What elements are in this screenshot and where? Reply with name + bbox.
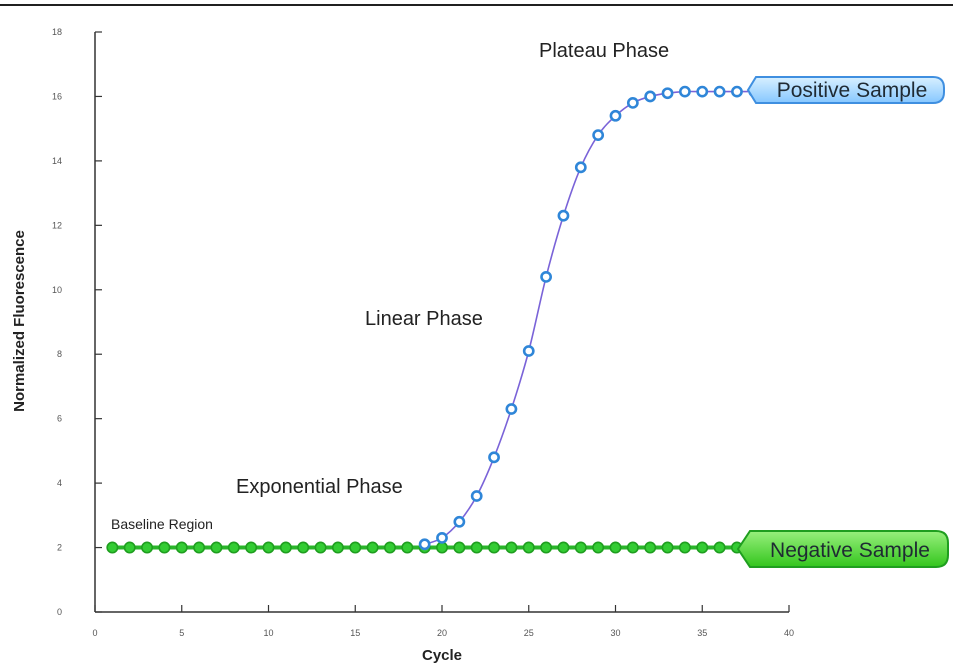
negative-sample-point (141, 541, 154, 554)
x-ticks: 0 5 10 15 20 25 30 35 40 (92, 605, 794, 638)
x-tick-label: 15 (350, 628, 360, 638)
negative-sample-point (262, 541, 275, 554)
negative-sample-point (557, 541, 570, 554)
negative-sample-point (175, 541, 188, 554)
negative-sample-badge: Negative Sample (736, 530, 949, 568)
positive-sample-point (661, 87, 674, 100)
negative-sample-point (366, 541, 379, 554)
x-tick-label: 5 (179, 628, 184, 638)
negative-sample-point (626, 541, 639, 554)
negative-sample-point (609, 541, 622, 554)
top-rule (0, 4, 953, 6)
negative-sample-badge-label: Negative Sample (770, 539, 930, 562)
negative-sample-point (522, 541, 535, 554)
positive-sample-point (505, 403, 518, 415)
negative-sample-point (470, 541, 483, 554)
positive-sample-point (626, 96, 639, 109)
y-tick-label: 4 (57, 478, 62, 488)
x-tick-label: 25 (524, 628, 534, 638)
negative-sample-point (383, 541, 396, 554)
annotation-exponential-phase: Exponential Phase (236, 476, 403, 498)
positive-sample-point (679, 85, 691, 98)
negative-sample-point (123, 541, 136, 554)
negative-sample-point (644, 541, 657, 554)
x-tick-label: 20 (437, 628, 447, 638)
positive-sample-badge: Positive Sample (746, 76, 945, 104)
negative-sample-badge-shape (736, 530, 949, 568)
annotation-plateau-phase: Plateau Phase (539, 40, 669, 62)
positive-sample-point (557, 209, 570, 222)
positive-sample-point (609, 109, 622, 122)
x-tick-label: 30 (610, 628, 620, 638)
negative-sample-point (210, 541, 223, 554)
y-ticks: 0 2 4 6 8 10 12 14 16 18 (52, 27, 102, 617)
negative-sample-point (331, 541, 344, 554)
positive-sample-point (713, 85, 726, 98)
y-tick-label: 18 (52, 27, 62, 37)
negative-sample-point (314, 541, 327, 554)
negative-sample-point (713, 541, 726, 554)
negative-sample-point (158, 541, 171, 554)
y-tick-label: 6 (57, 414, 62, 424)
positive-sample-badge-label: Positive Sample (777, 79, 928, 102)
positive-sample-point (488, 451, 500, 464)
negative-sample-point (227, 541, 240, 554)
positive-sample-point (522, 345, 535, 357)
negative-sample-point (505, 541, 518, 554)
negative-sample-point (245, 541, 258, 554)
positive-sample-point (574, 161, 587, 174)
positive-sample-badge-shape (746, 76, 945, 104)
negative-sample-point (193, 541, 206, 554)
x-tick-label: 40 (784, 628, 794, 638)
negative-sample-point (661, 541, 674, 554)
positive-sample-point (592, 129, 605, 142)
positive-sample-point (453, 515, 466, 528)
y-tick-label: 12 (52, 220, 62, 230)
negative-sample-series (106, 541, 761, 554)
x-tick-label: 0 (92, 628, 97, 638)
positive-sample-point (696, 85, 709, 98)
negative-sample-point (574, 541, 587, 554)
negative-sample-point (488, 541, 501, 554)
x-tick-label: 10 (263, 628, 273, 638)
negative-sample-point (435, 541, 448, 554)
annotation-baseline-region: Baseline Region (111, 516, 213, 532)
negative-sample-point (592, 541, 605, 554)
negative-sample-point (696, 541, 709, 554)
y-tick-label: 14 (52, 156, 62, 166)
negative-sample-point (453, 541, 466, 554)
negative-sample-point (279, 541, 292, 554)
y-tick-label: 0 (57, 607, 62, 617)
positive-sample-point (436, 531, 448, 544)
y-tick-label: 10 (52, 285, 62, 295)
y-tick-label: 8 (57, 349, 62, 359)
x-axis-title: Cycle (422, 647, 462, 664)
negative-sample-point (106, 541, 119, 554)
positive-sample-point (470, 490, 483, 502)
positive-sample-point (418, 538, 431, 551)
positive-sample-point (644, 90, 657, 103)
positive-sample-point (731, 85, 743, 98)
positive-sample-point (540, 270, 552, 283)
negative-sample-point (349, 541, 362, 554)
negative-sample-point (401, 541, 414, 554)
negative-sample-point (540, 541, 553, 554)
y-tick-label: 2 (57, 543, 62, 553)
negative-sample-point (297, 541, 310, 554)
x-tick-label: 35 (697, 628, 707, 638)
y-tick-label: 16 (52, 91, 62, 101)
annotation-linear-phase: Linear Phase (365, 308, 483, 330)
y-axis-title: Normalized Fluorescence (11, 230, 28, 412)
negative-sample-point (678, 541, 691, 554)
